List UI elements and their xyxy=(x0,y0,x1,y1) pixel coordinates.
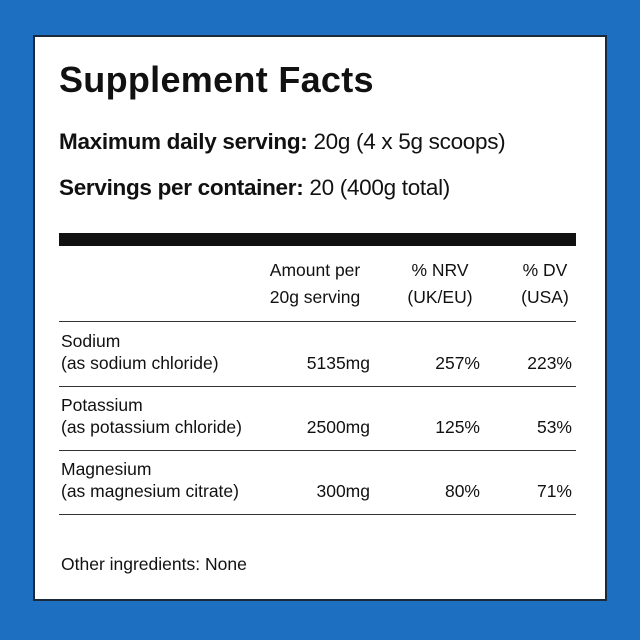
serving-line: Maximum daily serving: 20g (4 x 5g scoop… xyxy=(59,129,506,155)
nrv: 125% xyxy=(435,417,480,437)
divider-bar xyxy=(59,233,576,246)
rule xyxy=(59,386,576,387)
serving-value: 20g (4 x 5g scoops) xyxy=(313,129,506,154)
rule xyxy=(59,450,576,451)
serving-value: 20 (400g total) xyxy=(309,175,450,200)
serving-label: Maximum daily serving: xyxy=(59,129,308,154)
nutrient-name: Potassium xyxy=(61,395,143,415)
amount: 2500mg xyxy=(306,417,370,437)
column-header: (UK/EU) xyxy=(407,287,473,307)
serving-line: Servings per container: 20 (400g total) xyxy=(59,175,450,201)
facts-panel: Supplement Facts Maximum daily serving: … xyxy=(33,35,607,601)
dv: 53% xyxy=(536,417,572,437)
nutrient-name: (as potassium chloride) xyxy=(61,417,242,437)
dv: 223% xyxy=(527,353,572,373)
dv: 71% xyxy=(536,481,572,501)
column-header: % NRV xyxy=(411,260,469,280)
nrv: 80% xyxy=(444,481,480,501)
amount: 300mg xyxy=(316,481,370,501)
column-header: 20g serving xyxy=(269,287,361,307)
column-header: Amount per xyxy=(269,260,361,280)
column-header: (USA) xyxy=(521,287,569,307)
footer: Other ingredients: None xyxy=(61,554,247,574)
amount: 5135mg xyxy=(306,353,370,373)
rule xyxy=(59,321,576,322)
serving-label: Servings per container: xyxy=(59,175,304,200)
column-header: % DV xyxy=(522,260,568,280)
nutrient-name: (as sodium chloride) xyxy=(61,353,219,373)
nutrient-name: (as magnesium citrate) xyxy=(61,481,239,501)
nutrient-name: Magnesium xyxy=(61,459,152,479)
title: Supplement Facts xyxy=(59,59,374,100)
rule xyxy=(59,514,576,515)
nrv: 257% xyxy=(435,353,480,373)
nutrient-name: Sodium xyxy=(61,331,121,351)
